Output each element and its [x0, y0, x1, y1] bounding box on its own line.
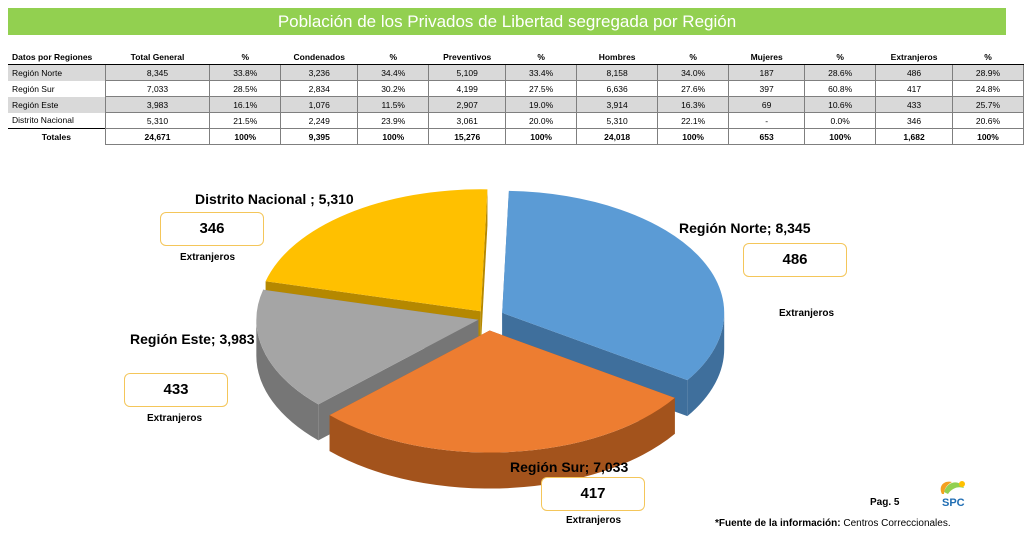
extranjeros-box-este: 433	[124, 373, 228, 407]
table-cell: 33.4%	[505, 64, 578, 81]
slice-label-norte: Región Norte; 8,345	[679, 220, 811, 236]
row-label: Totales	[8, 128, 106, 145]
pie-slice-distrito	[265, 189, 488, 312]
page-title: Población de los Privados de Libertad se…	[8, 8, 1006, 35]
slice-label-distrito: Distrito Nacional ; 5,310	[195, 191, 354, 207]
table-cell: 16.3%	[657, 96, 730, 113]
extranjeros-box-norte: 486	[743, 243, 847, 277]
table-cell: 187	[728, 64, 806, 81]
slice-label-sur: Región Sur; 7,033	[510, 459, 629, 475]
table-header-row: Datos por Regiones Total General% Condenad…	[8, 50, 1024, 65]
table-cell: 24,671	[104, 128, 211, 145]
table-cell: 100%	[951, 128, 1024, 145]
row-label: Región Norte	[8, 64, 106, 81]
source-note: *Fuente de la información: Centros Corre…	[715, 518, 951, 529]
table-cell: 1,076	[280, 96, 359, 113]
pie-slice-este-side	[256, 319, 319, 441]
table-cell: 11.5%	[357, 96, 430, 113]
table-row: Región Sur 7,033 28.5% 2,834 30.2% 4,199 27.5%…	[8, 80, 1024, 97]
row-label: Región Este	[8, 96, 106, 113]
table-cell: 34.4%	[357, 64, 430, 81]
pie-slice-este	[256, 289, 479, 405]
table-cell: 24,018	[576, 128, 659, 145]
extranjeros-label-sur: Extranjeros	[566, 515, 622, 526]
table-cell: 28.6%	[804, 64, 877, 81]
slice-label-este: Región Este; 3,983	[130, 331, 255, 347]
table-cell: 8,158	[576, 64, 659, 81]
pie-slice-norte-side	[687, 312, 725, 417]
pie-slice-sur-side	[329, 397, 675, 489]
extranjeros-label-este: Extranjeros	[147, 413, 203, 424]
table-cell: 8,345	[104, 64, 211, 81]
table-cell: 19.0%	[505, 96, 578, 113]
table-cell: 16.1%	[209, 96, 282, 113]
extranjeros-box-distrito: 346	[160, 212, 264, 246]
table-cell: 100%	[505, 128, 578, 145]
pie-slice-sur	[329, 330, 675, 453]
extranjeros-box-sur: 417	[541, 477, 645, 511]
page-number: Pag. 5	[870, 497, 900, 508]
table-cell: 653	[728, 128, 806, 145]
region-table: Datos por Regiones Total General% Condenad…	[8, 50, 1024, 145]
pie-slice-norte	[502, 190, 725, 381]
extranjeros-label-norte: Extranjeros	[779, 308, 835, 319]
logo-text: SPC	[942, 497, 965, 509]
pie-slice-distrito-wall	[480, 189, 488, 348]
table-cell: 100%	[357, 128, 430, 145]
table-header-cell: Datos por Regiones	[8, 50, 106, 65]
table-cell: 433	[875, 96, 953, 113]
table-cell: 33.8%	[209, 64, 282, 81]
row-label: Distrito Nacional	[12, 115, 74, 126]
table-cell: 486	[875, 64, 953, 81]
table-cell: 28.9%	[951, 64, 1024, 81]
table-cell: 3,914	[576, 96, 659, 113]
extranjeros-label-distrito: Extranjeros	[180, 252, 236, 263]
totals-row: Totales 24,671 100% 9,395 100% 15,276 100% 24,0…	[8, 128, 1024, 145]
table-cell: 9,395	[280, 128, 359, 145]
row-label: Región Sur	[12, 83, 55, 94]
table-cell: 100%	[804, 128, 877, 145]
spc-logo-icon	[940, 481, 965, 494]
table-cell: 69	[728, 96, 806, 113]
table-row: Región Este 3,983 16.1% 1,076 11.5% 2,907 19.0…	[8, 96, 1024, 113]
table-cell: 10.6%	[804, 96, 877, 113]
